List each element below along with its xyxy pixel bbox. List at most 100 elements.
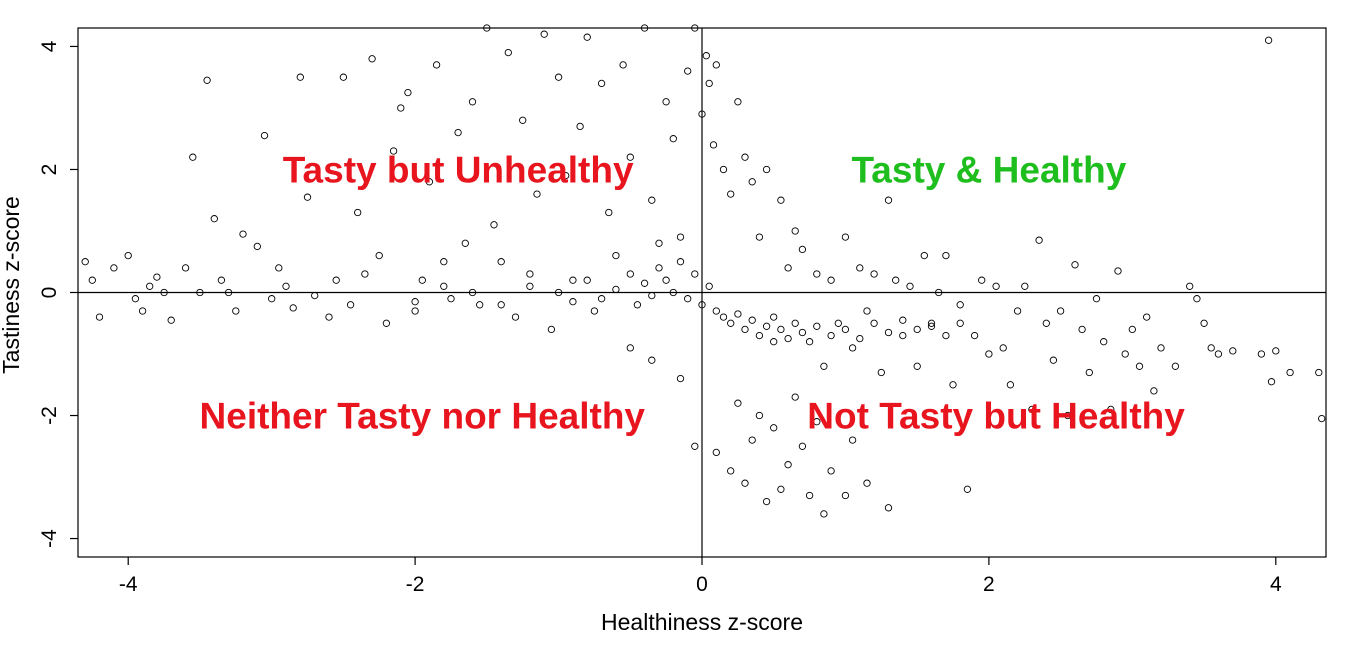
data-point	[949, 381, 957, 389]
data-point	[1186, 282, 1194, 290]
data-point	[827, 276, 835, 284]
data-point	[906, 282, 914, 290]
data-point	[777, 196, 785, 204]
data-point	[497, 258, 505, 266]
data-point	[698, 110, 706, 118]
data-point	[189, 153, 197, 161]
data-point	[468, 98, 477, 106]
data-point	[146, 282, 154, 290]
data-point	[1078, 325, 1086, 334]
data-point	[734, 399, 742, 407]
quadrant-label: Tasty but Unhealthy	[283, 149, 634, 190]
data-point	[253, 242, 261, 251]
data-point	[1114, 267, 1122, 275]
x-tick-label: 4	[1270, 573, 1282, 596]
data-point	[870, 270, 878, 278]
data-point	[892, 276, 900, 284]
data-point	[1272, 347, 1280, 355]
data-point	[612, 251, 620, 260]
data-point	[526, 270, 534, 278]
data-point	[669, 288, 677, 297]
data-point	[978, 276, 986, 284]
data-point	[927, 322, 936, 330]
data-point	[346, 301, 355, 309]
data-point	[1100, 338, 1108, 346]
data-point	[440, 282, 448, 290]
data-point	[196, 288, 204, 297]
data-point	[848, 436, 857, 444]
x-tick-label: 0	[696, 573, 708, 596]
data-point	[705, 282, 713, 290]
data-point	[640, 279, 649, 287]
data-point	[834, 319, 842, 327]
data-point	[741, 325, 749, 334]
data-point	[526, 282, 534, 290]
data-point	[275, 264, 283, 272]
data-point	[440, 258, 448, 266]
data-point	[856, 264, 864, 272]
data-point	[762, 497, 771, 506]
data-point	[748, 316, 756, 324]
data-point	[1135, 362, 1144, 370]
data-point	[1006, 381, 1015, 389]
data-point	[612, 285, 620, 294]
data-point	[1056, 307, 1065, 315]
reference-lines	[78, 28, 1326, 557]
data-point	[519, 116, 527, 124]
data-point	[1193, 295, 1201, 303]
data-point	[970, 331, 979, 340]
data-point	[727, 190, 735, 198]
data-point	[648, 356, 656, 364]
data-point	[877, 368, 885, 377]
data-point	[425, 178, 434, 186]
y-tick-label: 2	[38, 164, 61, 176]
y-tick-label: 4	[38, 40, 61, 52]
data-point	[719, 313, 728, 321]
data-point	[547, 325, 556, 334]
data-point	[1021, 282, 1029, 290]
data-point	[1257, 350, 1266, 358]
data-point	[339, 73, 348, 81]
data-point	[626, 153, 634, 161]
data-point	[870, 319, 878, 327]
data-point	[1150, 387, 1158, 395]
data-point	[848, 344, 857, 352]
data-point	[1200, 319, 1208, 327]
data-point	[282, 282, 290, 290]
data-point	[554, 288, 563, 297]
data-point	[497, 301, 505, 309]
data-point	[884, 196, 893, 204]
data-point	[311, 291, 319, 300]
data-point	[397, 104, 405, 112]
data-point	[1013, 307, 1022, 315]
data-point	[375, 251, 383, 260]
data-point	[454, 128, 462, 137]
data-point	[712, 61, 720, 69]
data-point	[770, 424, 778, 432]
data-point	[95, 313, 104, 321]
data-point	[813, 270, 821, 278]
annotations: Tasty but Unhealthy Tasty & Healthy Neithe…	[200, 149, 1186, 436]
data-point	[203, 76, 211, 84]
data-point	[963, 485, 972, 493]
data-point	[626, 344, 634, 352]
data-point	[1071, 261, 1079, 269]
data-point	[676, 233, 685, 241]
data-point	[368, 55, 376, 63]
data-point	[999, 344, 1007, 352]
data-point	[597, 79, 606, 88]
y-axis: -4 -2 0 2 4	[38, 40, 78, 548]
data-point	[418, 276, 426, 284]
data-point	[727, 319, 735, 327]
data-point	[289, 304, 297, 312]
data-point	[1207, 344, 1215, 352]
data-point	[899, 331, 907, 340]
data-point	[684, 295, 692, 303]
data-point	[354, 208, 362, 217]
y-tick-label: 0	[38, 287, 61, 299]
data-point	[669, 135, 677, 143]
data-point	[791, 227, 799, 235]
data-point	[841, 491, 850, 500]
data-point	[1049, 356, 1058, 364]
